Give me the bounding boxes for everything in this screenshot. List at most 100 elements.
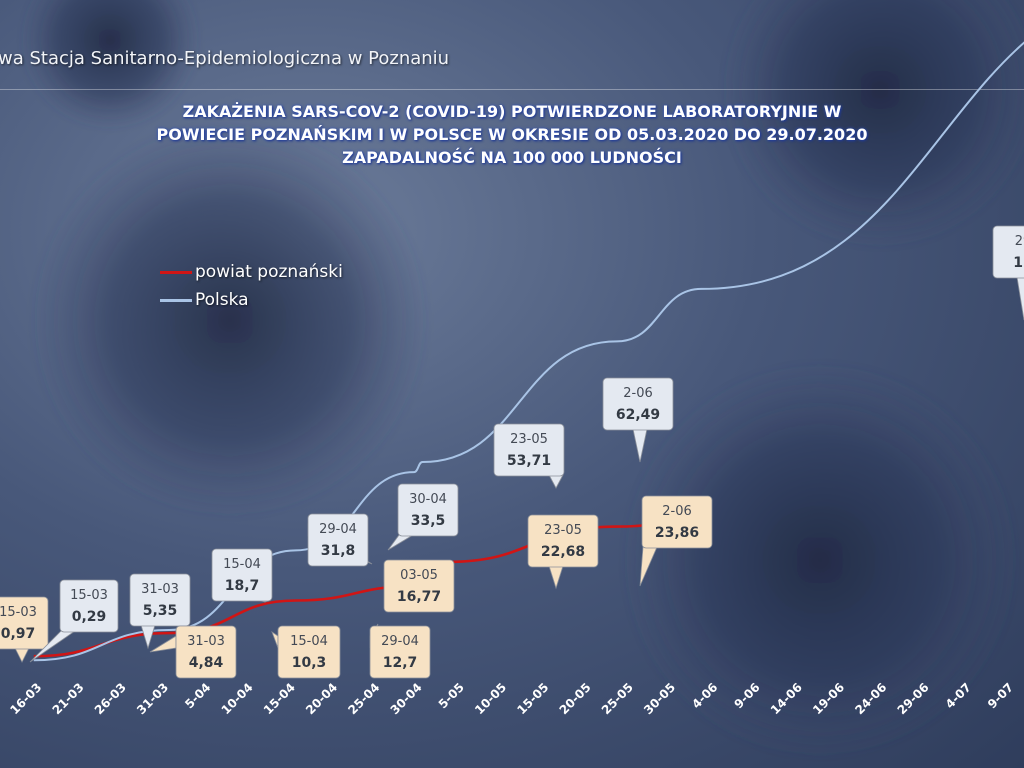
x-tick-label-16: 4-06	[689, 680, 720, 711]
callout-value: 22,68	[541, 544, 585, 560]
callout-box	[277, 625, 341, 679]
x-axis-tick-labels: 16-03 21-03 26-03 31-03 5-04 10-04 15-04 20-04 2…	[7, 680, 1024, 717]
callout-powiat-11: 23-05 22,68	[527, 514, 599, 590]
x-tick-label-12: 15-05	[514, 680, 551, 717]
callout-powiat-3: 31-03 4,84	[149, 625, 237, 679]
x-tick-label-1: 21-03	[50, 680, 87, 717]
x-tick-label-18: 14-06	[768, 680, 805, 717]
callout-box	[307, 513, 369, 567]
callout-box	[211, 548, 273, 602]
callout-value: 0,29	[72, 609, 107, 625]
x-tick-label-5: 10-04	[219, 680, 256, 717]
callout-box	[59, 579, 119, 633]
callout-value: 11	[1013, 255, 1024, 271]
chart-legend: powiat poznański Polska	[160, 258, 343, 314]
callout-powiat-9: 29-04 12,7	[369, 623, 431, 679]
callout-value: 5,35	[143, 603, 178, 619]
callout-date: 30-04	[409, 492, 447, 507]
callout-value: 53,71	[507, 453, 551, 469]
x-tick-label-22: 4-07	[943, 680, 974, 711]
callout-powiat-8: 03-05 16,77	[383, 559, 455, 613]
legend-swatch-polska	[160, 298, 192, 302]
callout-box	[602, 377, 674, 431]
x-tick-label-2: 26-03	[92, 680, 129, 717]
callout-powiat-0: 15-03 0,97	[0, 596, 49, 663]
x-tick-label-3: 31-03	[134, 680, 171, 717]
callout-polska-12: 2-06 62,49	[602, 377, 674, 463]
series-line-polska	[33, 41, 1024, 662]
callout-pointer	[1016, 276, 1024, 321]
callout-polska-7: 30-04 33,5	[387, 483, 459, 551]
callout-box	[527, 514, 599, 568]
x-tick-label-19: 19-06	[810, 680, 847, 717]
callout-date: 03-05	[400, 568, 438, 583]
header-divider	[0, 89, 1024, 90]
callout-pointer	[548, 565, 564, 590]
legend-item-polska: Polska	[160, 286, 343, 314]
callout-pointer	[632, 428, 648, 463]
callout-value: 31,8	[321, 543, 356, 559]
callout-date: 2-06	[623, 386, 653, 401]
chart-title: ZAKAŻENIA SARS-COV-2 (COVID-19) POTWIERD…	[0, 100, 1024, 169]
callout-value: 18,7	[225, 578, 260, 594]
legend-swatch-powiat	[160, 270, 192, 274]
callout-date: 15-04	[223, 557, 261, 572]
callout-date: 15-04	[290, 634, 328, 649]
callout-date: 29-04	[319, 522, 357, 537]
callout-polska-6: 29-04 31,8	[307, 513, 373, 567]
legend-label-powiat: powiat poznański	[195, 262, 343, 282]
callout-date: 15-03	[0, 605, 37, 620]
callout-value: 16,77	[397, 589, 441, 605]
callout-box	[397, 483, 459, 537]
callout-date: 31-03	[141, 582, 179, 597]
callout-value: 10,3	[292, 655, 327, 671]
callout-box	[129, 573, 191, 627]
callout-polska-14: 2911	[992, 225, 1024, 321]
x-tick-label-8: 25-04	[345, 680, 382, 717]
x-tick-label-17: 9-06	[731, 680, 762, 711]
x-tick-label-11: 10-05	[472, 680, 509, 717]
callout-date: 23-05	[544, 523, 582, 538]
x-tick-label-0: 16-03	[7, 680, 44, 717]
legend-label-polska: Polska	[195, 290, 249, 310]
callout-polska-4: 15-04 18,7	[211, 548, 273, 603]
callout-value: 23,86	[655, 525, 699, 541]
callout-powiat-5: 15-04 10,3	[271, 625, 341, 679]
callout-pointer	[140, 624, 156, 650]
callout-powiat-13: 2-06 23,86	[639, 495, 713, 587]
callout-pointer	[14, 647, 30, 663]
callout-date: 29	[1015, 234, 1024, 249]
x-tick-label-4: 5-04	[182, 680, 213, 711]
x-tick-label-21: 29-06	[895, 680, 932, 717]
x-tick-label-9: 30-04	[388, 680, 425, 717]
x-tick-label-13: 20-05	[557, 680, 594, 717]
callout-polska-10: 23-05 53,71	[493, 423, 565, 489]
x-tick-label-14: 25-05	[599, 680, 636, 717]
callout-value: 62,49	[616, 407, 660, 423]
callout-box	[0, 596, 49, 650]
callout-value: 0,97	[1, 626, 36, 642]
callout-polska-1: 15-03 0,29	[29, 579, 119, 663]
callout-polska-2: 31-03 5,35	[129, 573, 191, 650]
callout-value: 33,5	[411, 513, 446, 529]
source-label: wa Stacja Sanitarno-Epidemiologiczna w P…	[0, 48, 450, 69]
callout-box	[641, 495, 713, 549]
callout-pointer	[271, 630, 279, 649]
x-tick-label-7: 20-04	[303, 680, 340, 717]
callout-value: 12,7	[383, 655, 418, 671]
callout-date: 23-05	[510, 432, 548, 447]
chart-title-line-2: POWIECIE POZNAŃSKIM I W POLSCE W OKRESIE…	[156, 125, 868, 144]
x-tick-label-10: 5-05	[436, 680, 467, 711]
callout-date: 15-03	[70, 588, 108, 603]
callout-pointer	[548, 474, 564, 489]
callout-box	[369, 625, 431, 679]
chart-title-line-3: ZAPADALNOŚĆ NA 100 000 LUDNOŚCI	[342, 148, 682, 167]
callout-box	[175, 625, 237, 679]
callout-box	[992, 225, 1024, 279]
callout-pointer	[149, 635, 177, 653]
x-tick-label-15: 30-05	[641, 680, 678, 717]
legend-item-powiat: powiat poznański	[160, 258, 343, 286]
callout-pointer	[387, 534, 415, 551]
callout-value: 4,84	[189, 655, 224, 671]
